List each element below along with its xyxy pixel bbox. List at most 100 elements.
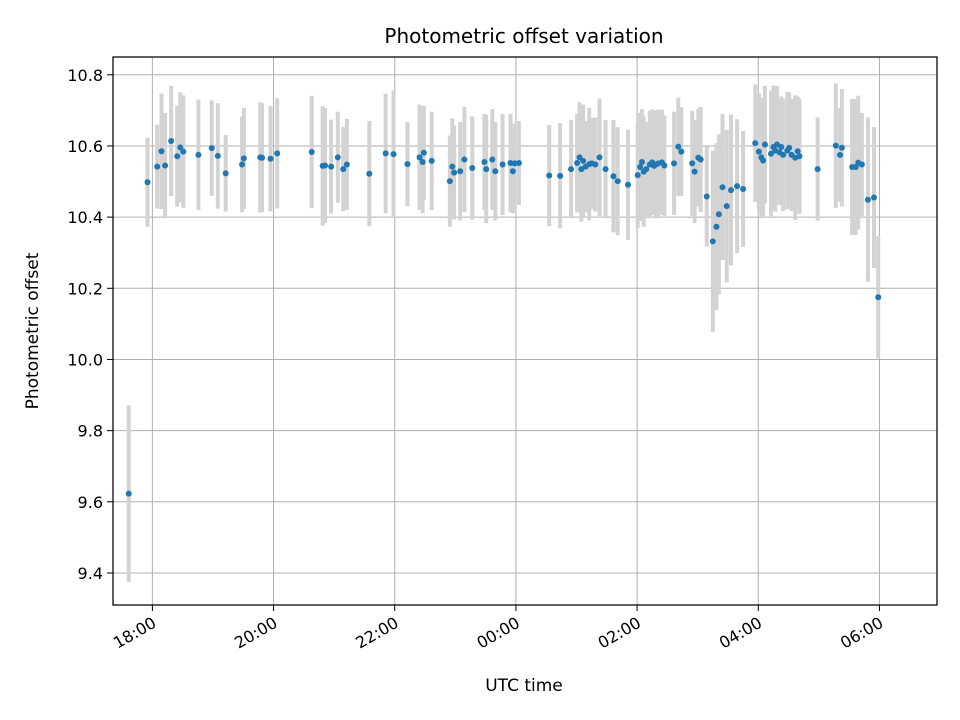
data-point	[671, 160, 678, 167]
data-point	[158, 148, 165, 155]
data-point	[864, 196, 871, 203]
data-point	[125, 490, 132, 497]
data-point	[723, 203, 730, 210]
data-point	[703, 193, 710, 200]
data-point	[240, 155, 247, 162]
data-point	[489, 156, 496, 163]
plot-area	[112, 56, 938, 606]
data-point	[328, 163, 335, 170]
data-point	[755, 148, 762, 155]
y-tick-label: 9.8	[78, 422, 103, 441]
data-point	[858, 161, 865, 168]
data-point	[709, 238, 716, 245]
data-point	[515, 160, 522, 167]
data-point	[267, 155, 274, 162]
y-axis: 9.4 9.6 9.8 10.0 10.2 10.4 10.6 10.8	[67, 66, 113, 583]
data-point	[661, 162, 668, 169]
data-point	[580, 157, 587, 164]
y-tick-label: 10.0	[67, 350, 103, 369]
data-point	[366, 170, 373, 177]
data-point	[343, 161, 350, 168]
data-point	[837, 151, 844, 158]
data-point	[214, 152, 221, 159]
data-point	[154, 163, 161, 170]
data-point	[259, 154, 266, 161]
data-point	[481, 158, 488, 165]
data-point	[778, 144, 785, 151]
data-point	[451, 169, 458, 176]
data-point	[144, 179, 151, 186]
data-point	[222, 170, 229, 177]
data-point	[678, 148, 685, 155]
data-point	[592, 161, 599, 168]
data-point	[499, 161, 506, 168]
data-point	[568, 166, 575, 173]
y-axis-title: Photometric offset	[23, 252, 43, 409]
data-point	[416, 154, 423, 161]
data-point	[483, 166, 490, 173]
data-point	[614, 178, 621, 185]
data-point	[786, 144, 793, 151]
data-point	[752, 140, 759, 147]
chart-title: Photometric offset variation	[384, 24, 663, 48]
data-point	[602, 166, 609, 173]
data-point	[274, 150, 281, 157]
data-point	[208, 145, 215, 152]
data-point	[637, 163, 644, 170]
data-point	[446, 178, 453, 185]
data-point	[461, 156, 468, 163]
data-point	[390, 151, 397, 158]
data-point	[767, 150, 774, 157]
data-point	[308, 149, 315, 156]
y-tick-label: 10.8	[67, 66, 103, 85]
data-point	[761, 141, 768, 148]
data-point	[180, 148, 187, 155]
data-point	[469, 165, 476, 172]
data-point	[177, 144, 184, 151]
data-point	[239, 161, 246, 168]
data-point	[760, 157, 767, 164]
data-point	[610, 173, 617, 180]
data-point	[404, 161, 411, 168]
y-tick-label: 9.4	[78, 564, 103, 583]
data-point	[780, 151, 787, 158]
data-point	[638, 158, 645, 165]
data-point	[643, 166, 650, 173]
data-point	[457, 168, 464, 175]
data-point	[168, 137, 175, 144]
data-point	[715, 211, 722, 218]
y-tick-label: 10.6	[67, 137, 103, 156]
x-axis-title: UTC time	[485, 676, 563, 696]
data-point	[195, 151, 202, 158]
data-point	[174, 153, 181, 160]
data-point	[713, 223, 720, 230]
data-point	[689, 160, 696, 167]
data-point	[675, 143, 682, 150]
data-point	[509, 168, 516, 175]
data-point	[340, 166, 347, 173]
data-point	[697, 156, 704, 163]
data-point	[419, 158, 426, 165]
y-tick-label: 10.2	[67, 279, 103, 298]
y-tick-label: 9.6	[78, 493, 103, 512]
data-point	[449, 163, 456, 170]
data-point	[162, 162, 169, 169]
data-point	[322, 162, 329, 169]
data-point	[875, 294, 882, 301]
y-tick-label: 10.4	[67, 208, 103, 227]
data-point	[574, 160, 581, 167]
data-point	[796, 153, 803, 160]
data-point	[870, 194, 877, 201]
data-point	[838, 144, 845, 151]
data-point	[428, 157, 435, 164]
data-point	[492, 168, 499, 175]
data-point	[596, 154, 603, 161]
data-point	[691, 168, 698, 175]
data-point	[334, 154, 341, 161]
data-points	[125, 137, 882, 497]
data-point	[546, 172, 553, 179]
data-point	[557, 172, 564, 179]
data-point	[420, 149, 427, 156]
